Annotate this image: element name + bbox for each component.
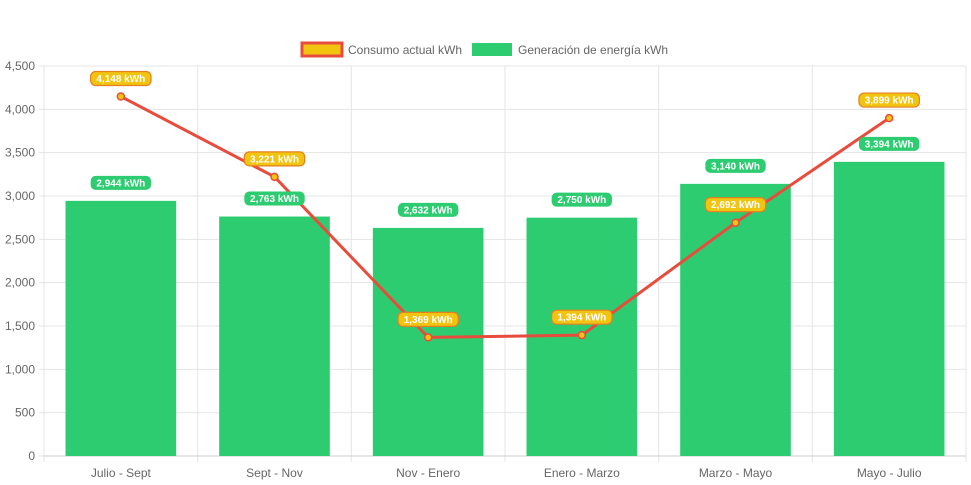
- bar-data-label: 2,750 kWh: [551, 192, 613, 207]
- bar-data-label: 3,394 kWh: [858, 136, 920, 151]
- legend-label-generacion[interactable]: Generación de energía kWh: [518, 43, 668, 57]
- bar-data-label: 2,763 kWh: [244, 191, 305, 206]
- data-label-box: [705, 158, 766, 173]
- data-label-box: [397, 311, 459, 327]
- line-point[interactable]: [270, 172, 279, 182]
- line-data-label: 3,899 kWh: [858, 92, 920, 108]
- data-label-box: [244, 191, 305, 206]
- data-label-text: 1,369 kWh: [404, 315, 453, 326]
- x-axis: Julio - Sept Sept - Nov Nov - Enero Enero -…: [44, 455, 966, 480]
- y-tick-label: 2,500: [5, 232, 35, 246]
- y-axis: 0 500 1,000 1,500 2,000 2,500 3,000 3,500 4,000 4…: [5, 59, 35, 463]
- x-tick-label: Enero - Marzo: [544, 466, 620, 480]
- data-label-box: [704, 197, 767, 213]
- grid: [39, 65, 967, 462]
- bar[interactable]: [372, 227, 484, 456]
- bar[interactable]: [219, 216, 330, 456]
- bar-data-label: 2,944 kWh: [90, 175, 152, 190]
- data-label-text: 4,148 kWh: [96, 74, 145, 85]
- legend-swatch-generacion[interactable]: [472, 43, 512, 56]
- y-tick-label: 3,000: [5, 189, 35, 203]
- bar[interactable]: [833, 161, 945, 456]
- data-label-text: 2,944 kWh: [96, 178, 145, 189]
- line-data-label: 1,394 kWh: [551, 309, 613, 325]
- data-label-text: 3,899 kWh: [865, 96, 914, 107]
- data-label-box: [397, 202, 459, 217]
- x-tick-label: Sept - Nov: [246, 466, 303, 480]
- x-tick-label: Marzo - Mayo: [699, 466, 773, 480]
- data-label-box: [90, 175, 152, 190]
- y-tick-label: 500: [15, 406, 35, 420]
- bar-data-label: 3,140 kWh: [705, 158, 766, 173]
- line-data-label: 1,369 kWh: [397, 311, 459, 327]
- data-label-text: 3,140 kWh: [711, 161, 760, 172]
- line-point[interactable]: [884, 113, 894, 123]
- bar[interactable]: [65, 200, 177, 456]
- y-tick-label: 4,500: [5, 59, 35, 73]
- line-point[interactable]: [577, 330, 587, 340]
- data-label-box: [858, 136, 920, 151]
- legend-swatch-consumo[interactable]: [300, 41, 344, 58]
- y-tick-label: 4,000: [5, 102, 35, 116]
- line-point[interactable]: [731, 218, 740, 227]
- data-label-box: [858, 92, 920, 108]
- data-label-box: [243, 151, 306, 167]
- data-label-box: [551, 309, 613, 325]
- line-point[interactable]: [116, 92, 126, 101]
- y-tick-label: 1,000: [5, 362, 35, 376]
- bar[interactable]: [680, 183, 791, 456]
- legend-label-consumo[interactable]: Consumo actual kWh: [348, 43, 462, 57]
- data-label-text: 2,763 kWh: [250, 194, 299, 205]
- legend[interactable]: Consumo actual kWh Generación de energía…: [300, 41, 668, 58]
- data-label-text: 2,692 kWh: [711, 200, 760, 211]
- bar-series: [65, 161, 945, 456]
- x-tick-label: Nov - Enero: [396, 466, 460, 480]
- data-label-text: 2,632 kWh: [404, 205, 453, 216]
- line-data-label: 4,148 kWh: [90, 70, 152, 87]
- line-data-label: 2,692 kWh: [704, 197, 767, 213]
- data-label-text: 3,394 kWh: [865, 139, 914, 150]
- data-label-box: [551, 192, 613, 207]
- line-point[interactable]: [423, 333, 433, 342]
- data-label-text: 3,221 kWh: [250, 154, 299, 165]
- data-label-text: 2,750 kWh: [557, 195, 606, 206]
- y-tick-label: 0: [28, 449, 35, 463]
- data-label-text: 1,394 kWh: [557, 313, 606, 324]
- y-tick-label: 2,000: [5, 276, 35, 290]
- bar-data-label: 2,632 kWh: [397, 202, 459, 217]
- data-label-box: [90, 70, 152, 87]
- y-tick-label: 1,500: [5, 319, 35, 333]
- x-tick-label: Julio - Sept: [91, 466, 152, 480]
- x-tick-label: Mayo - Julio: [857, 466, 922, 480]
- y-tick-label: 3,500: [5, 146, 35, 160]
- data-labels: 2,944 kWh 2,763 kWh 2,632 kWh 2,750 kWh 3,14…: [90, 70, 920, 327]
- line-data-label: 3,221 kWh: [243, 151, 306, 167]
